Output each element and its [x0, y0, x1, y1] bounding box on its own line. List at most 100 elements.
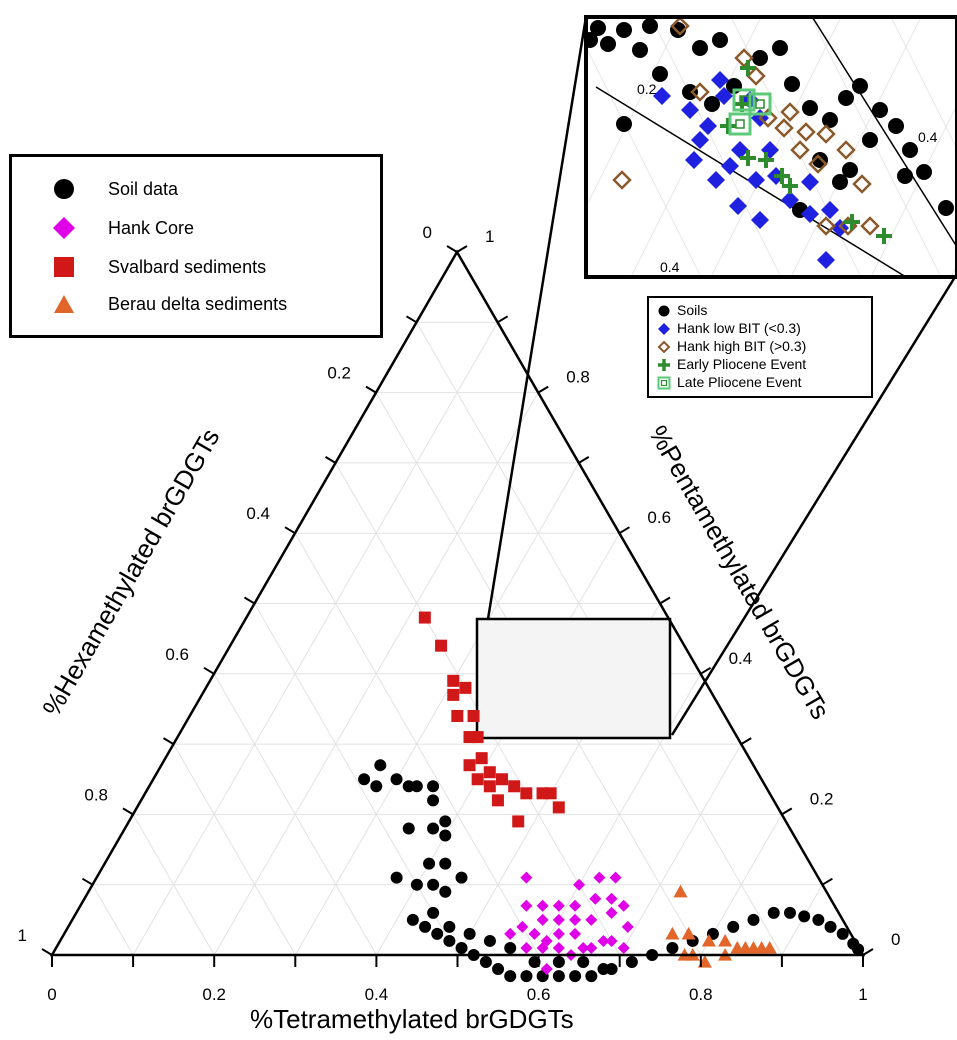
data-point-diamond	[552, 899, 565, 912]
inset-axis-line	[811, 17, 957, 248]
data-point-circle	[427, 906, 440, 919]
data-point-circle	[419, 920, 432, 933]
data-point-circle	[824, 920, 837, 933]
data-point-circle	[492, 963, 505, 976]
inset-soil-point	[616, 22, 632, 38]
data-point-circle	[374, 759, 387, 772]
data-point-diamond	[504, 927, 517, 940]
inset-soil-point	[632, 42, 648, 58]
inset-early-point	[774, 168, 790, 184]
tick-left	[446, 245, 458, 253]
tick-left	[284, 526, 296, 535]
inset-late-point-core	[755, 99, 765, 109]
data-point-circle	[390, 773, 403, 786]
inset-late-point	[748, 92, 772, 116]
inset-soil-point	[704, 96, 720, 112]
data-point-circle	[439, 885, 452, 898]
data-point-square	[435, 639, 448, 652]
inset-grid-line	[790, 17, 922, 277]
inset-soil-point	[752, 50, 768, 66]
data-point-circle	[427, 822, 440, 835]
inset-low-point	[721, 157, 739, 175]
tick-left	[324, 456, 337, 464]
inset-early-point	[758, 152, 774, 168]
inset-legend-item-low: Hank low BIT (<0.3)	[649, 320, 871, 337]
inset-low-point	[781, 191, 799, 209]
data-point-circle	[528, 956, 541, 969]
data-point-diamond	[552, 913, 565, 926]
data-point-square	[467, 709, 480, 722]
legend-item-berau: Berau delta sediments	[12, 288, 372, 318]
tick-label-left: 1	[18, 926, 27, 945]
inset-late-point	[728, 112, 752, 136]
inset-soil-point	[852, 78, 868, 94]
data-point-circle	[727, 920, 740, 933]
inset-legend-label-soils: Soils	[677, 302, 708, 318]
inset-high-point	[670, 17, 690, 36]
inset-tick-label: 0.4	[660, 259, 680, 275]
data-point-square	[463, 759, 476, 772]
data-point-square	[463, 731, 476, 744]
data-point-circle	[406, 913, 419, 926]
inset-soil-point	[670, 22, 686, 38]
data-point-circle	[798, 910, 811, 923]
square-icon	[54, 257, 74, 277]
data-point-diamond	[609, 871, 622, 884]
inset-legend-label-low: Hank low BIT (<0.3)	[677, 320, 801, 336]
tick-label-right: 1	[485, 227, 494, 246]
inset-legend-item-high: Hank high BIT (>0.3)	[649, 338, 871, 355]
data-point-circle	[390, 871, 403, 884]
grid-lines	[92, 321, 823, 956]
inset-low-point	[821, 201, 839, 219]
data-point-circle	[783, 906, 796, 919]
tick-label-right: 0.8	[566, 368, 590, 387]
diamond-icon	[658, 323, 670, 335]
diamond-open-icon	[657, 340, 671, 354]
data-point-circle	[427, 794, 440, 807]
data-point-diamond	[516, 920, 529, 933]
grid-line-hexa	[173, 743, 296, 956]
data-point-square	[512, 815, 525, 828]
data-point-diamond	[536, 941, 549, 954]
data-point-square	[483, 766, 496, 779]
plus-icon	[658, 359, 670, 371]
legend-label-hank: Hank Core	[108, 218, 195, 238]
inset-low-point	[715, 87, 733, 105]
data-point-diamond	[552, 941, 565, 954]
inset-high-point	[690, 82, 710, 102]
tick-right	[781, 807, 793, 816]
inset-low-point	[731, 141, 749, 159]
data-point-circle	[370, 780, 383, 793]
grid-line-hexa	[92, 884, 134, 956]
data-point-circle	[666, 941, 679, 954]
diamond-icon	[53, 217, 75, 239]
data-point-circle	[439, 815, 452, 828]
connector-right	[670, 276, 957, 736]
inset-high-point	[796, 122, 816, 142]
data-point-diamond	[569, 927, 582, 940]
inset-high-point	[746, 66, 766, 86]
data-point-circle	[358, 773, 371, 786]
inset-soil-point	[938, 200, 954, 216]
inset-soil-point	[916, 164, 932, 180]
data-point-square	[552, 801, 565, 814]
data-point-circle	[504, 970, 517, 983]
axis-ticks	[41, 245, 874, 967]
inset-early-point	[740, 150, 756, 166]
data-point-circle	[402, 780, 415, 793]
inset-high-point	[790, 140, 810, 160]
inset-soil-point	[838, 90, 854, 106]
inset-soil-point	[897, 168, 913, 184]
data-point-square	[491, 794, 504, 807]
tick-right	[700, 666, 712, 675]
inset-high-point	[816, 124, 836, 144]
data-point-circle	[504, 941, 517, 954]
data-point-circle	[552, 956, 565, 969]
inset-legend-item-early: Early Pliocene Event	[649, 356, 871, 373]
inset-soil-point	[802, 100, 818, 116]
data-point-circle	[443, 934, 456, 947]
inset-soil-point	[642, 18, 658, 34]
data-point-circle	[455, 941, 468, 954]
data-point-diamond	[605, 906, 618, 919]
data-point-diamond	[520, 871, 533, 884]
